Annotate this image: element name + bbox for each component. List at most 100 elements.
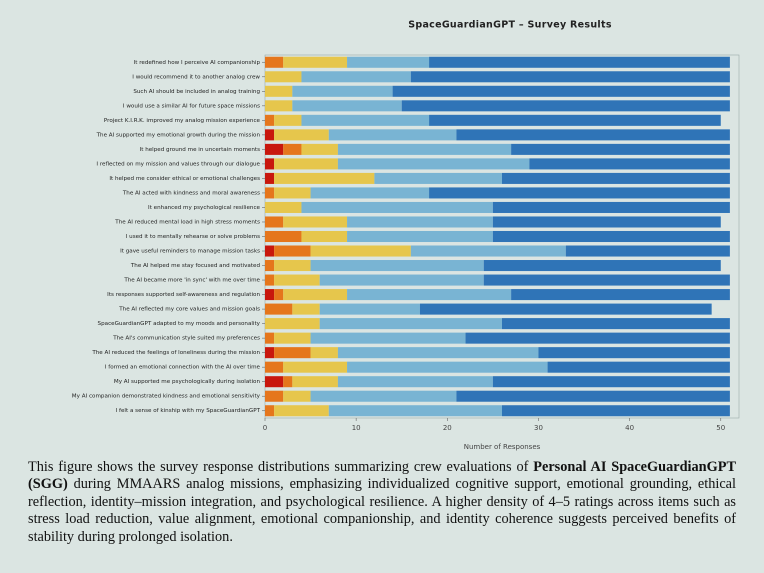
y-tick-label: The AI reflected my core values and miss… [118,307,260,313]
bar-segment [337,347,539,359]
y-tick-label: The AI reduced mental load in high stres… [114,219,260,225]
bar-segment [265,318,320,330]
bar-segment [547,361,730,373]
y-tick-label: I would recommend it to another analog c… [132,74,260,80]
bar-segment [274,129,329,141]
bar-segment [502,318,730,330]
x-tick-label: 50 [716,424,725,432]
bar-segment [265,405,275,417]
bar-segment [328,405,502,417]
caption-text: during MMAARS analog missions, emphasizi… [28,476,736,545]
bar-segment [274,347,311,359]
bar-segment [274,187,311,199]
bar-segment [310,347,338,359]
bar-segment [265,114,275,126]
bar-segment [274,332,311,344]
bar-segment [301,71,411,83]
bar-segment [265,100,293,112]
bar-segment [265,201,302,213]
bar-segment [310,390,457,402]
bar-segment [492,376,730,388]
bar-segment [265,260,275,272]
bar-segment [292,303,320,315]
bar-segment [502,405,730,417]
bar-segment [483,274,730,286]
x-tick-label: 30 [534,424,543,432]
bar-segment [265,245,275,257]
bar-segment [292,376,338,388]
bar-segment [274,158,338,170]
bar-segment [419,303,712,315]
y-tick-label: The AI helped me stay focused and motiva… [130,263,261,269]
bar-segment [283,361,348,373]
y-tick-label: The AI's communication style suited my p… [112,336,260,342]
bar-segment [347,289,512,301]
bar-segment [283,216,348,228]
y-tick-label: The AI acted with kindness and moral awa… [122,190,260,196]
bar-segment [538,347,730,359]
bar-segment [265,71,302,83]
bar-segment [492,201,730,213]
bar-segment [337,376,493,388]
chart-title: SpaceGuardianGPT – Survey Results [408,20,612,31]
bar-segment [265,129,275,141]
bar-segment [347,230,493,243]
x-tick-label: 0 [263,424,267,432]
bar-segment [410,245,566,257]
caption-text: This figure shows the survey response di… [28,459,534,475]
caption: This figure shows the survey response di… [28,459,736,546]
y-tick-label: SpaceGuardianGPT adapted to my moods and… [98,321,261,327]
bar-segment [392,85,730,97]
y-tick-label: Project K.I.R.K. improved my analog miss… [104,118,261,124]
bar-segment [410,71,730,83]
bar-segment [283,376,293,388]
bar-segment [492,230,730,243]
y-tick-label: I formed an emotional connection with th… [105,365,261,371]
bar-segment [283,143,302,155]
bar-segment [265,376,284,388]
bar-segment [456,390,730,402]
bar-segment [265,158,275,170]
bar-segment [301,201,493,213]
bar-segment [319,318,502,330]
bar-segment [502,172,730,184]
bar-segment [265,230,302,243]
x-axis-label: Number of Responses [464,443,541,451]
y-tick-label: It gave useful reminders to manage missi… [120,249,260,255]
bar-segment [265,143,284,155]
bar-segment [274,114,302,126]
bar-segment [301,143,338,155]
bar-segment [283,56,348,68]
bar-segment [337,158,530,170]
bar-segment [274,245,311,257]
caption-bold: Personal AI SpaceGuardianGPT (SGG) [28,459,736,493]
bar-segment [265,274,275,286]
y-tick-label: It redefined how I perceive AI companion… [134,60,261,66]
bar-segment [465,332,730,344]
bar-segment [310,245,411,257]
bar-segment [310,332,466,344]
bar-segment [328,129,457,141]
bar-segment [274,405,329,417]
bar-segment [310,260,484,272]
bar-segment [265,85,293,97]
bar-segment [283,289,348,301]
bar-segment [347,361,548,373]
y-tick-label: It helped ground me in uncertain moments [140,147,261,153]
chart: SpaceGuardianGPT – Survey Results Number… [72,20,740,451]
bar-segment [283,390,311,402]
y-tick-label: The AI supported my emotional growth dur… [96,132,261,138]
bar-segment [265,303,293,315]
x-tick-label: 20 [443,424,452,432]
bar-segment [301,230,348,243]
bar-segment [265,187,275,199]
bar-segment [511,289,730,301]
bar-segment [429,114,721,126]
y-tick-label: I used it to mentally rehearse or solve … [126,234,260,240]
bar-segment [565,245,730,257]
bar-segment [347,56,430,68]
bar-segment [274,172,375,184]
bar-segment [292,100,402,112]
bar-segment [319,303,420,315]
bar-segment [319,274,484,286]
